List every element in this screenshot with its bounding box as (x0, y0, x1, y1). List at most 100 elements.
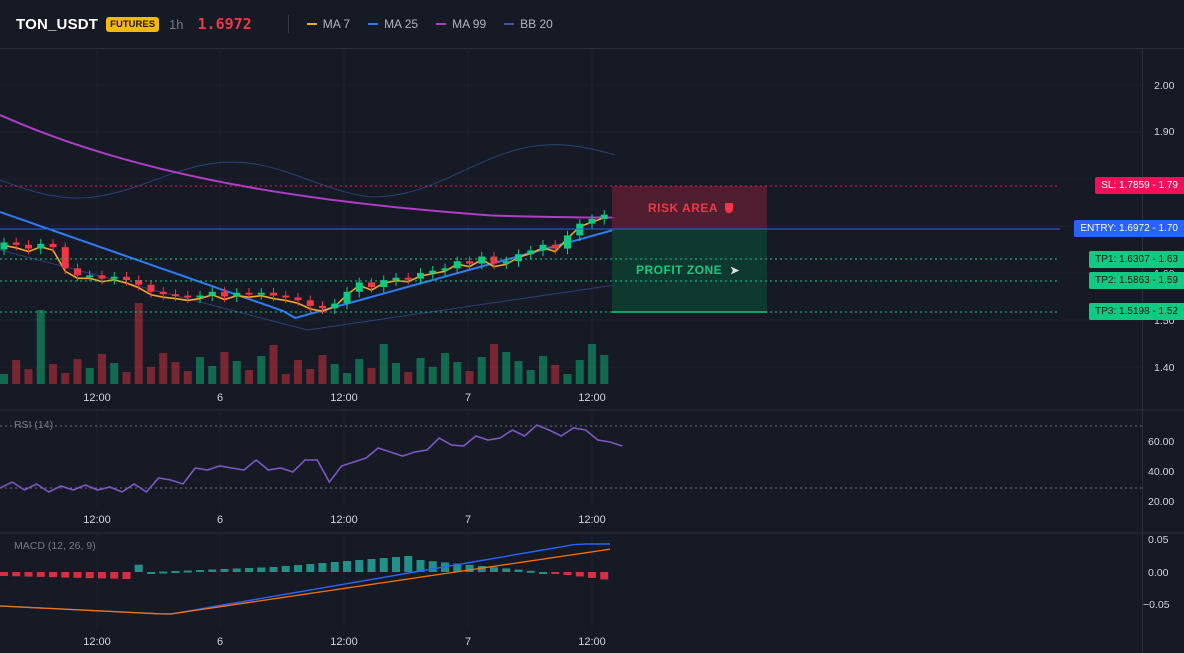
macd-histogram-bar (220, 569, 229, 572)
time-tick: 12:00 (330, 636, 358, 648)
time-tick: 7 (465, 636, 471, 648)
legend-bb20[interactable]: BB 20 (504, 17, 553, 31)
volume-bar (367, 368, 376, 384)
macd-histogram-bar (477, 566, 486, 572)
macd-histogram-bar (122, 572, 131, 579)
candle-body (453, 261, 461, 269)
signal-line (0, 548, 611, 615)
candle-body (86, 275, 94, 278)
legend-ma7-label: MA 7 (322, 17, 351, 31)
legend-bb20-label: BB 20 (520, 17, 553, 31)
volume-bar (477, 357, 486, 384)
candle-body (404, 277, 412, 280)
risk-area-text: RISK AREA (648, 201, 718, 215)
tp3-label[interactable]: TP3: 1.5198 - 1.52 (1089, 303, 1184, 320)
candle-body (49, 243, 57, 248)
candle-body (380, 280, 388, 288)
time-tick: 12:00 (578, 514, 606, 526)
entry-label[interactable]: ENTRY: 1.6972 - 1.70 (1074, 220, 1184, 237)
macd-histogram-bar (196, 570, 204, 572)
candle-body (331, 303, 339, 309)
macd-histogram-bar (490, 567, 498, 572)
time-tick: 12:00 (83, 514, 111, 526)
candle-body (306, 300, 314, 306)
candle-body (159, 291, 167, 295)
legend-ma7[interactable]: MA 7 (306, 17, 351, 31)
macd-histogram-bar (465, 564, 474, 572)
candle-body (576, 223, 584, 236)
volume-bar (245, 370, 253, 384)
time-tick: 7 (465, 392, 471, 404)
volume-bar (12, 360, 21, 384)
macd-histogram-bar (61, 572, 70, 578)
macd-histogram-bar (588, 572, 596, 578)
macd-histogram-bar (183, 570, 192, 573)
candle-body (172, 294, 179, 297)
timeframe-label[interactable]: 1h (169, 16, 184, 32)
candle-body (429, 270, 437, 273)
candle-body (245, 292, 253, 295)
rsi-axis[interactable]: 60.00 40.00 20.00 (1148, 436, 1174, 508)
volume-bar (441, 353, 449, 384)
macd-histogram-bar (12, 572, 21, 577)
tp2-label[interactable]: TP2: 1.5863 - 1.59 (1089, 272, 1184, 289)
candle-body (74, 268, 81, 276)
volume-bar (539, 356, 547, 384)
candle-body (257, 292, 265, 295)
macd-histogram-bar (281, 566, 290, 572)
rsi-tick: 60.00 (1148, 436, 1174, 448)
volume-bar (122, 372, 131, 384)
stop-loss-label[interactable]: SL: 1.7859 - 1.79 (1095, 177, 1184, 194)
macd-histogram-bar (0, 572, 8, 576)
time-tick: 6 (217, 392, 223, 404)
macd-histogram-bar (539, 572, 547, 574)
volume-bar (453, 362, 462, 384)
legend-ma25[interactable]: MA 25 (368, 17, 418, 31)
volume-bar (588, 344, 596, 384)
time-axis-macd[interactable]: 12:00 6 12:00 7 12:00 (83, 636, 606, 648)
ma99-line (0, 114, 616, 219)
candle-body (123, 276, 130, 281)
candle-body (233, 292, 241, 297)
candle-body (466, 261, 473, 264)
symbol-name[interactable]: TON_USDT (16, 15, 99, 33)
price-tick: 1.40 (1154, 362, 1175, 374)
macd-histogram-bar (24, 572, 33, 577)
macd-histogram-bar (330, 562, 339, 572)
price-tick: 1.90 (1154, 126, 1175, 138)
candle-body (564, 235, 571, 249)
profit-zone-text: PROFIT ZONE (636, 263, 723, 277)
risk-area-label: RISK AREA (648, 201, 734, 215)
time-axis-main[interactable]: 12:00 6 12:00 7 12:00 (83, 392, 606, 404)
macd-histogram-bar (159, 571, 168, 574)
macd-histogram-bar (392, 557, 400, 572)
macd-histogram-bar (147, 572, 155, 574)
macd-axis[interactable]: 0.05 0.00 −0.05 (1143, 534, 1170, 611)
legend-ma99[interactable]: MA 99 (436, 17, 486, 31)
macd-pane (0, 543, 611, 615)
volume-bar (134, 303, 143, 384)
candle-body (196, 295, 204, 298)
volume-bar (257, 356, 266, 384)
volume-bar (232, 361, 241, 384)
volume-bar (147, 367, 155, 384)
volume-bar (171, 362, 180, 384)
volume-bar (526, 370, 535, 384)
candle-body (12, 242, 20, 245)
volume-bar (220, 352, 229, 384)
time-tick: 12:00 (83, 392, 111, 404)
macd-histogram-bar (257, 567, 266, 572)
volume-bar (502, 352, 511, 384)
time-axis-rsi[interactable]: 12:00 6 12:00 7 12:00 (83, 514, 606, 526)
candle-body (502, 261, 510, 264)
grid-lines (0, 48, 1142, 628)
volume-bar (306, 369, 315, 384)
macd-histogram-bar (306, 564, 315, 572)
macd-histogram-bar (110, 572, 119, 579)
candle-body (368, 282, 375, 288)
candle-body (147, 284, 155, 292)
rsi-title: RSI (14) (14, 419, 53, 431)
macd-histogram-bar (73, 572, 82, 578)
tp1-label[interactable]: TP1: 1.6307 - 1.63 (1089, 251, 1184, 268)
